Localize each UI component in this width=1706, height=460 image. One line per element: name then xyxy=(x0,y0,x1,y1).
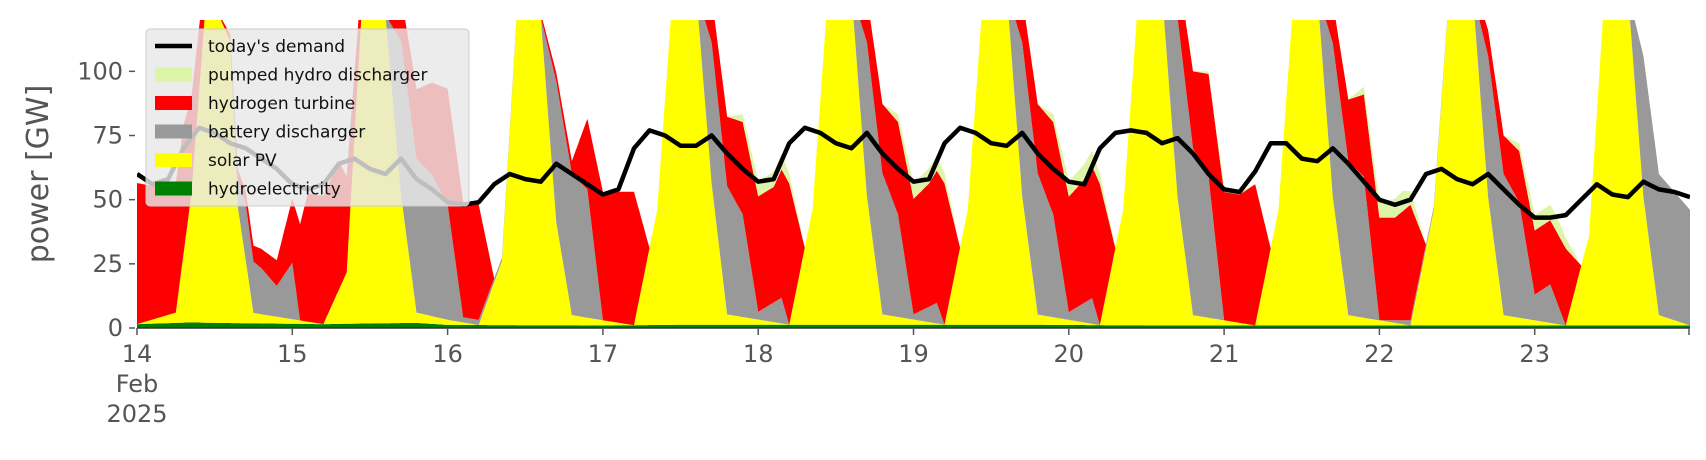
x-tick-label: 20 xyxy=(1054,340,1085,368)
y-tick-label: 50 xyxy=(92,186,123,214)
area-solar-pv xyxy=(137,20,1690,326)
area-battery-discharger xyxy=(137,20,1690,326)
x-tick-label: 16 xyxy=(432,340,463,368)
legend-label-hydrogen-turbine: hydrogen turbine xyxy=(208,94,355,114)
area-hydroelectricity xyxy=(137,322,1690,328)
x-tick-label: 19 xyxy=(898,340,929,368)
legend-label-solar-pv: solar PV xyxy=(208,151,277,171)
legend-swatch-pumped-hydro-discharger xyxy=(155,67,192,82)
y-tick-label: 0 xyxy=(108,314,123,342)
y-tick-label: 75 xyxy=(92,122,123,150)
x-tick-label: 15 xyxy=(277,340,308,368)
y-axis-label: power [GW] xyxy=(21,85,56,264)
x-tick-label: 23 xyxy=(1519,340,1550,368)
legend-label-pumped-hydro-discharger: pumped hydro discharger xyxy=(208,66,427,86)
legend-swatch-hydroelectricity xyxy=(155,181,192,196)
x-tick-label: 17 xyxy=(588,340,619,368)
x-tick-label: 18 xyxy=(743,340,774,368)
legend-label-hydroelectricity: hydroelectricity xyxy=(208,180,341,200)
legend-swatch-battery-discharger xyxy=(155,124,192,139)
legend-box xyxy=(145,28,470,207)
y-tick-label: 25 xyxy=(92,250,123,278)
legend: today's demand pumped hydro discharger hyd… xyxy=(145,28,470,207)
x-tick-label: Feb xyxy=(116,370,159,398)
legend-label-battery-discharger: battery discharger xyxy=(208,123,365,143)
legend-swatch-hydrogen-turbine xyxy=(155,96,192,110)
legend-swatch-solar-pv xyxy=(155,153,192,167)
x-tick-label: 2025 xyxy=(106,400,167,428)
x-tick-label: 14 xyxy=(122,340,153,368)
legend-label-today-s-demand: today's demand xyxy=(208,37,345,57)
x-tick-label: 21 xyxy=(1209,340,1240,368)
x-tick-label: 22 xyxy=(1364,340,1395,368)
y-tick-label: 100 xyxy=(77,57,123,85)
